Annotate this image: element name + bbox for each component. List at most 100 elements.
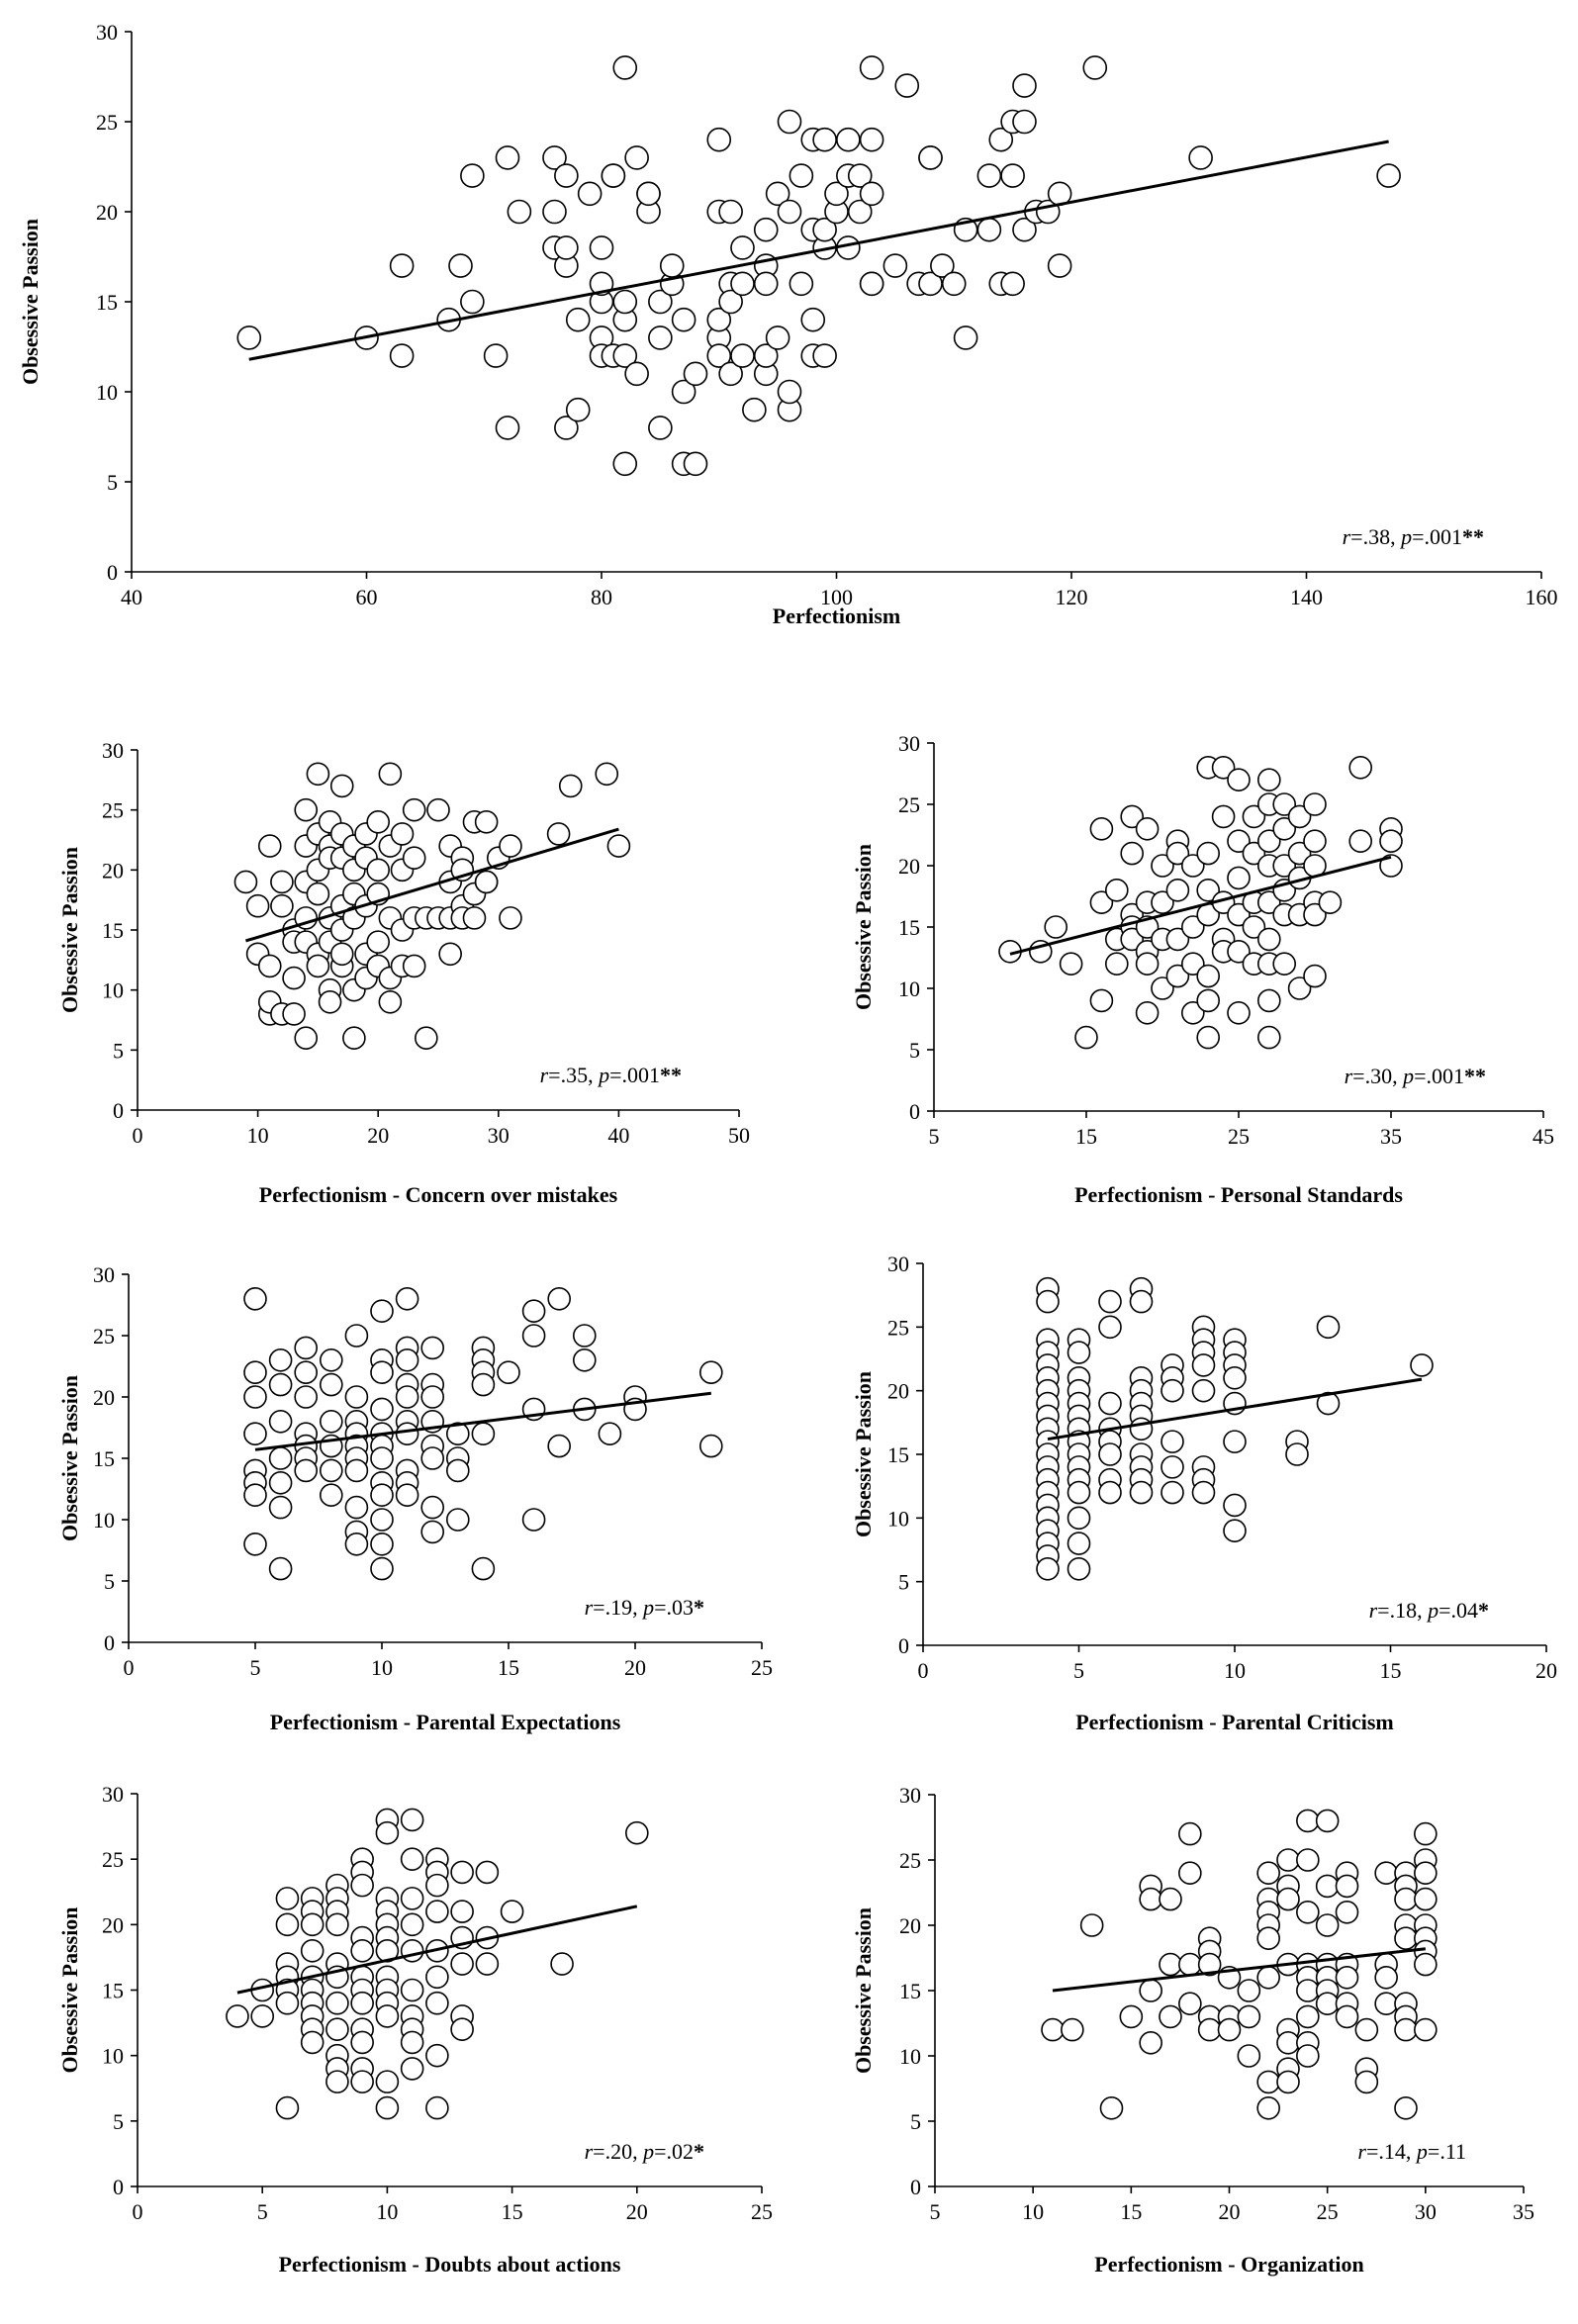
regression-line: [1047, 1377, 1423, 1441]
data-point: [1047, 253, 1072, 278]
data-point: [1151, 854, 1174, 878]
y-tick-label: 15: [96, 290, 118, 315]
data-point: [1335, 2004, 1359, 2029]
x-tick-label: 5: [250, 1655, 261, 1680]
data-point: [577, 181, 603, 207]
x-tick-label: 40: [607, 1123, 629, 1148]
data-point: [1256, 2070, 1280, 2094]
data-point: [395, 1287, 419, 1311]
y-tick-label: 10: [96, 380, 118, 405]
y-tick-label: 20: [898, 854, 920, 879]
data-point: [1139, 1979, 1162, 2002]
data-point: [1120, 804, 1144, 829]
data-point: [1227, 866, 1251, 890]
data-point: [930, 253, 955, 278]
data-point: [753, 343, 779, 368]
data-point: [243, 1422, 267, 1445]
data-point: [730, 271, 755, 297]
data-point: [495, 416, 520, 440]
data-point: [706, 307, 732, 332]
data-point: [268, 1410, 293, 1434]
data-point: [395, 1385, 419, 1409]
data-point: [1242, 841, 1266, 866]
data-point: [1296, 1848, 1320, 1872]
chart-perfectionism-total: 40 60 80 100 120 140 160 0 5 10 15 20 25 30 Perfection…: [18, 20, 1558, 628]
data-point: [1374, 1966, 1398, 1990]
data-point: [460, 163, 485, 188]
data-point: [1012, 109, 1037, 135]
data-point: [1012, 217, 1037, 242]
data-point: [1414, 1821, 1438, 1846]
regression-line: [254, 1391, 711, 1451]
data-point: [730, 343, 755, 368]
data-point: [753, 271, 779, 297]
y-axis-title: Obsessive Passion: [57, 1375, 82, 1541]
data-point: [300, 1912, 325, 1937]
data-point: [395, 1422, 419, 1445]
data-point: [1223, 1366, 1247, 1390]
data-point: [275, 2095, 300, 2120]
data-point: [1067, 1480, 1091, 1505]
x-tick-label: 5: [930, 2199, 941, 2224]
data-point: [370, 1508, 394, 1532]
data-point: [836, 127, 861, 152]
x-tick-label: 35: [1513, 2199, 1534, 2224]
data-point: [612, 289, 638, 315]
data-point: [1120, 927, 1144, 952]
data-point: [847, 199, 873, 225]
data-point: [547, 1287, 572, 1311]
data-point: [1041, 2017, 1065, 2042]
data-point: [1315, 1992, 1340, 2015]
data-point: [319, 1483, 343, 1507]
data-point: [300, 2030, 325, 2055]
data-point: [1160, 1480, 1184, 1505]
y-tick-label: 15: [93, 1446, 115, 1471]
data-point: [268, 1446, 293, 1470]
data-point: [344, 1324, 369, 1348]
x-tick-label: 40: [121, 585, 142, 609]
data-point: [546, 822, 571, 846]
y-tick-label: 0: [107, 560, 118, 585]
data-point: [1188, 145, 1213, 170]
data-point: [1181, 854, 1205, 878]
x-tick-label: 20: [367, 1123, 389, 1148]
data-point: [1211, 804, 1236, 829]
data-point: [1272, 952, 1296, 976]
x-axis-title: Perfectionism - Personal Standards: [1074, 1182, 1403, 1207]
y-tick-label: 25: [96, 110, 118, 135]
data-point: [789, 271, 814, 297]
data-point: [1414, 2017, 1438, 2042]
y-tick-label: 25: [102, 798, 124, 823]
x-tick-label: 160: [1526, 585, 1558, 609]
data-point: [1256, 1966, 1280, 1990]
data-point: [319, 1458, 343, 1483]
data-point: [1394, 2017, 1418, 2042]
y-tick-label: 5: [113, 1038, 124, 1063]
data-point: [976, 217, 1002, 242]
data-point: [1135, 816, 1160, 841]
data-point: [294, 797, 319, 822]
y-tick-label: 0: [104, 1630, 115, 1655]
data-point: [1129, 1289, 1154, 1314]
data-point: [698, 1360, 723, 1384]
data-point: [859, 181, 884, 207]
y-tick-label: 30: [899, 1783, 921, 1808]
data-point: [1276, 1887, 1300, 1911]
y-tick-label: 20: [93, 1385, 115, 1410]
data-point: [507, 199, 532, 225]
x-tick-label: 45: [1532, 1124, 1554, 1149]
data-point: [294, 1026, 319, 1050]
data-point: [400, 2030, 424, 2055]
data-point: [402, 797, 426, 822]
data-point: [420, 1495, 445, 1520]
data-point: [1237, 2044, 1261, 2068]
data-point: [1012, 73, 1037, 98]
data-point: [671, 307, 696, 332]
data-point: [882, 253, 908, 278]
data-point: [953, 325, 978, 350]
correlation-annotation: r=.35, p=.001**: [540, 1063, 682, 1087]
data-point: [1151, 976, 1174, 1000]
data-point: [329, 942, 354, 967]
data-point: [1348, 755, 1372, 780]
data-point: [375, 2070, 400, 2093]
